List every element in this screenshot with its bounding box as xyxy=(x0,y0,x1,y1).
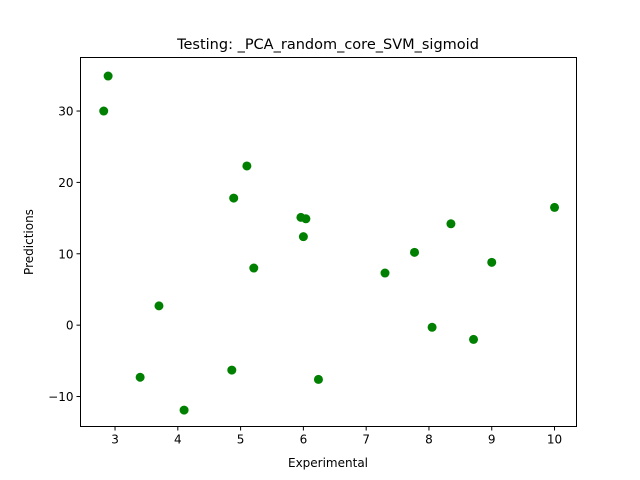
data-point xyxy=(298,232,308,242)
data-point xyxy=(154,301,164,311)
chart-title: Testing: _PCA_random_core_SVM_sigmoid xyxy=(176,37,479,53)
x-tick-label: 3 xyxy=(111,433,119,447)
y-axis: −10 0 10 20 30 xyxy=(48,105,81,404)
axes-frame xyxy=(80,57,577,427)
data-point xyxy=(487,257,497,267)
data-point xyxy=(410,247,420,257)
data-point xyxy=(99,106,109,116)
data-point xyxy=(229,193,239,203)
x-tick-label: 8 xyxy=(425,433,433,447)
x-tick-label: 5 xyxy=(237,433,245,447)
x-tick-label: 4 xyxy=(174,433,182,447)
data-point xyxy=(550,202,560,212)
data-point xyxy=(469,334,479,344)
x-axis: 3 4 5 6 7 8 9 10 xyxy=(111,426,562,447)
x-tick-label: 9 xyxy=(488,433,496,447)
data-point xyxy=(380,268,390,278)
x-tick-label: 6 xyxy=(300,433,308,447)
x-tick-label: 10 xyxy=(547,433,562,447)
y-tick-label: 20 xyxy=(58,176,73,190)
y-tick-label: 30 xyxy=(58,105,73,119)
x-tick-label: 7 xyxy=(362,433,370,447)
data-point xyxy=(179,405,189,415)
data-point xyxy=(313,374,323,384)
data-point xyxy=(135,372,145,382)
points-layer xyxy=(99,71,560,415)
y-tick-label: −10 xyxy=(48,390,73,404)
x-axis-label: Experimental xyxy=(288,456,368,470)
data-point xyxy=(103,71,113,81)
data-point xyxy=(446,219,456,229)
data-point xyxy=(427,322,437,332)
y-axis-label: Predictions xyxy=(22,209,36,275)
plot-area xyxy=(80,57,577,427)
y-tick-label: 0 xyxy=(66,319,74,333)
data-point xyxy=(301,214,311,224)
data-point xyxy=(227,365,237,375)
data-point xyxy=(249,263,259,273)
data-point xyxy=(242,161,252,171)
y-tick-label: 10 xyxy=(58,247,73,261)
